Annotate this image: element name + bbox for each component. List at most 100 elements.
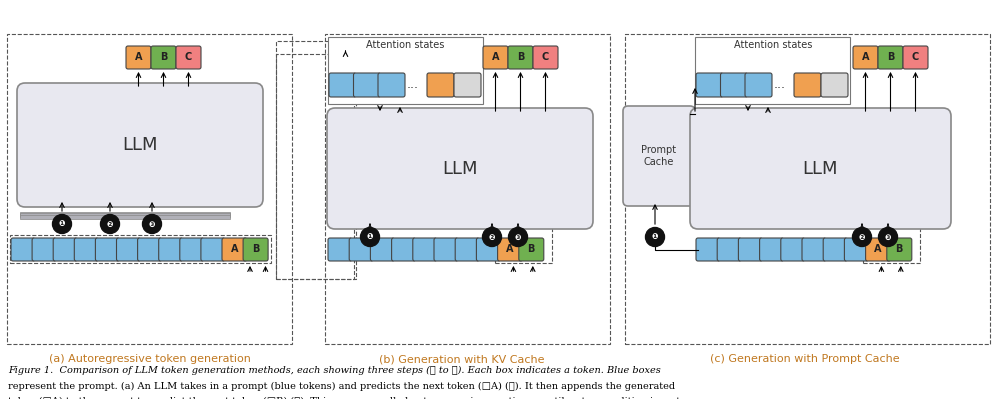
Text: ❷: ❷	[859, 233, 866, 241]
FancyBboxPatch shape	[350, 238, 374, 261]
FancyBboxPatch shape	[180, 238, 204, 261]
Text: LLM: LLM	[802, 160, 838, 178]
FancyBboxPatch shape	[738, 238, 762, 261]
Circle shape	[53, 215, 72, 233]
Bar	[20, 215, 230, 219]
FancyBboxPatch shape	[824, 238, 848, 261]
Text: C: C	[542, 53, 549, 63]
Text: B: B	[252, 245, 259, 255]
Text: represent the prompt. (a) An LLM takes in a prompt (blue tokens) and predicts th: represent the prompt. (a) An LLM takes i…	[8, 381, 675, 391]
Bar	[276, 54, 356, 279]
FancyBboxPatch shape	[176, 46, 201, 69]
FancyBboxPatch shape	[243, 238, 268, 261]
FancyBboxPatch shape	[886, 238, 911, 261]
FancyBboxPatch shape	[378, 73, 405, 97]
Circle shape	[645, 227, 664, 247]
Text: C: C	[912, 53, 919, 63]
FancyBboxPatch shape	[11, 238, 35, 261]
FancyBboxPatch shape	[519, 238, 544, 261]
Bar	[10, 235, 271, 263]
FancyBboxPatch shape	[126, 46, 151, 69]
FancyBboxPatch shape	[17, 83, 263, 207]
Text: ❶: ❶	[367, 233, 374, 241]
Circle shape	[361, 227, 379, 247]
Text: ❶: ❶	[651, 233, 658, 241]
Text: ❷: ❷	[107, 219, 114, 229]
Bar	[7, 34, 292, 344]
Text: B: B	[895, 245, 903, 255]
FancyBboxPatch shape	[802, 238, 826, 261]
FancyBboxPatch shape	[745, 73, 772, 97]
Text: A: A	[874, 245, 881, 255]
FancyBboxPatch shape	[137, 238, 161, 261]
FancyBboxPatch shape	[853, 46, 878, 69]
Text: A: A	[506, 245, 514, 255]
Bar	[863, 203, 919, 263]
FancyBboxPatch shape	[878, 46, 903, 69]
FancyBboxPatch shape	[903, 46, 928, 69]
FancyBboxPatch shape	[158, 238, 182, 261]
FancyBboxPatch shape	[434, 238, 458, 261]
FancyBboxPatch shape	[821, 73, 848, 97]
FancyBboxPatch shape	[720, 73, 748, 97]
Bar	[276, 41, 354, 279]
Bar	[325, 34, 610, 344]
Text: LLM: LLM	[123, 136, 157, 154]
Circle shape	[509, 227, 528, 247]
FancyBboxPatch shape	[845, 238, 869, 261]
FancyBboxPatch shape	[329, 73, 356, 97]
Text: token (□A) to the prompt to predict the next token (□B) (❛). This process, calle: token (□A) to the prompt to predict the …	[8, 397, 683, 399]
Text: B: B	[528, 245, 535, 255]
Text: (a) Autoregressive token generation: (a) Autoregressive token generation	[49, 354, 251, 364]
FancyBboxPatch shape	[794, 73, 821, 97]
FancyBboxPatch shape	[328, 238, 352, 261]
Text: A: A	[231, 245, 238, 255]
FancyBboxPatch shape	[151, 46, 176, 69]
Bar	[495, 203, 552, 263]
FancyBboxPatch shape	[760, 238, 784, 261]
Text: ❸: ❸	[884, 233, 891, 241]
FancyBboxPatch shape	[53, 238, 78, 261]
Text: B: B	[517, 53, 524, 63]
FancyBboxPatch shape	[455, 238, 479, 261]
FancyBboxPatch shape	[476, 238, 500, 261]
FancyBboxPatch shape	[327, 108, 593, 229]
Text: ❶: ❶	[59, 219, 66, 229]
Text: (b) Generation with KV Cache: (b) Generation with KV Cache	[379, 354, 545, 364]
FancyBboxPatch shape	[75, 238, 99, 261]
FancyBboxPatch shape	[866, 238, 890, 261]
FancyBboxPatch shape	[371, 238, 394, 261]
Text: A: A	[134, 53, 142, 63]
Circle shape	[482, 227, 502, 247]
FancyBboxPatch shape	[412, 238, 437, 261]
FancyBboxPatch shape	[690, 108, 951, 229]
FancyBboxPatch shape	[117, 238, 140, 261]
FancyBboxPatch shape	[96, 238, 120, 261]
FancyBboxPatch shape	[454, 73, 481, 97]
Circle shape	[142, 215, 161, 233]
Text: ...: ...	[407, 79, 419, 91]
Text: B: B	[159, 53, 167, 63]
Text: B: B	[886, 53, 894, 63]
FancyBboxPatch shape	[623, 106, 695, 206]
FancyBboxPatch shape	[717, 238, 741, 261]
Text: Attention states: Attention states	[734, 40, 812, 50]
Text: Attention states: Attention states	[366, 40, 444, 50]
Bar	[625, 34, 990, 344]
FancyBboxPatch shape	[533, 46, 558, 69]
FancyBboxPatch shape	[391, 238, 415, 261]
FancyBboxPatch shape	[427, 73, 454, 97]
Bar	[328, 37, 483, 104]
FancyBboxPatch shape	[32, 238, 56, 261]
FancyBboxPatch shape	[696, 238, 720, 261]
Text: Figure 1.  Comparison of LLM token generation methods, each showing three steps : Figure 1. Comparison of LLM token genera…	[8, 366, 660, 375]
Text: A: A	[492, 53, 499, 63]
Circle shape	[878, 227, 897, 247]
FancyBboxPatch shape	[781, 238, 805, 261]
FancyBboxPatch shape	[696, 73, 723, 97]
FancyBboxPatch shape	[201, 238, 225, 261]
Text: ...: ...	[774, 79, 786, 91]
FancyBboxPatch shape	[498, 238, 523, 261]
FancyBboxPatch shape	[354, 73, 380, 97]
Text: A: A	[862, 53, 870, 63]
